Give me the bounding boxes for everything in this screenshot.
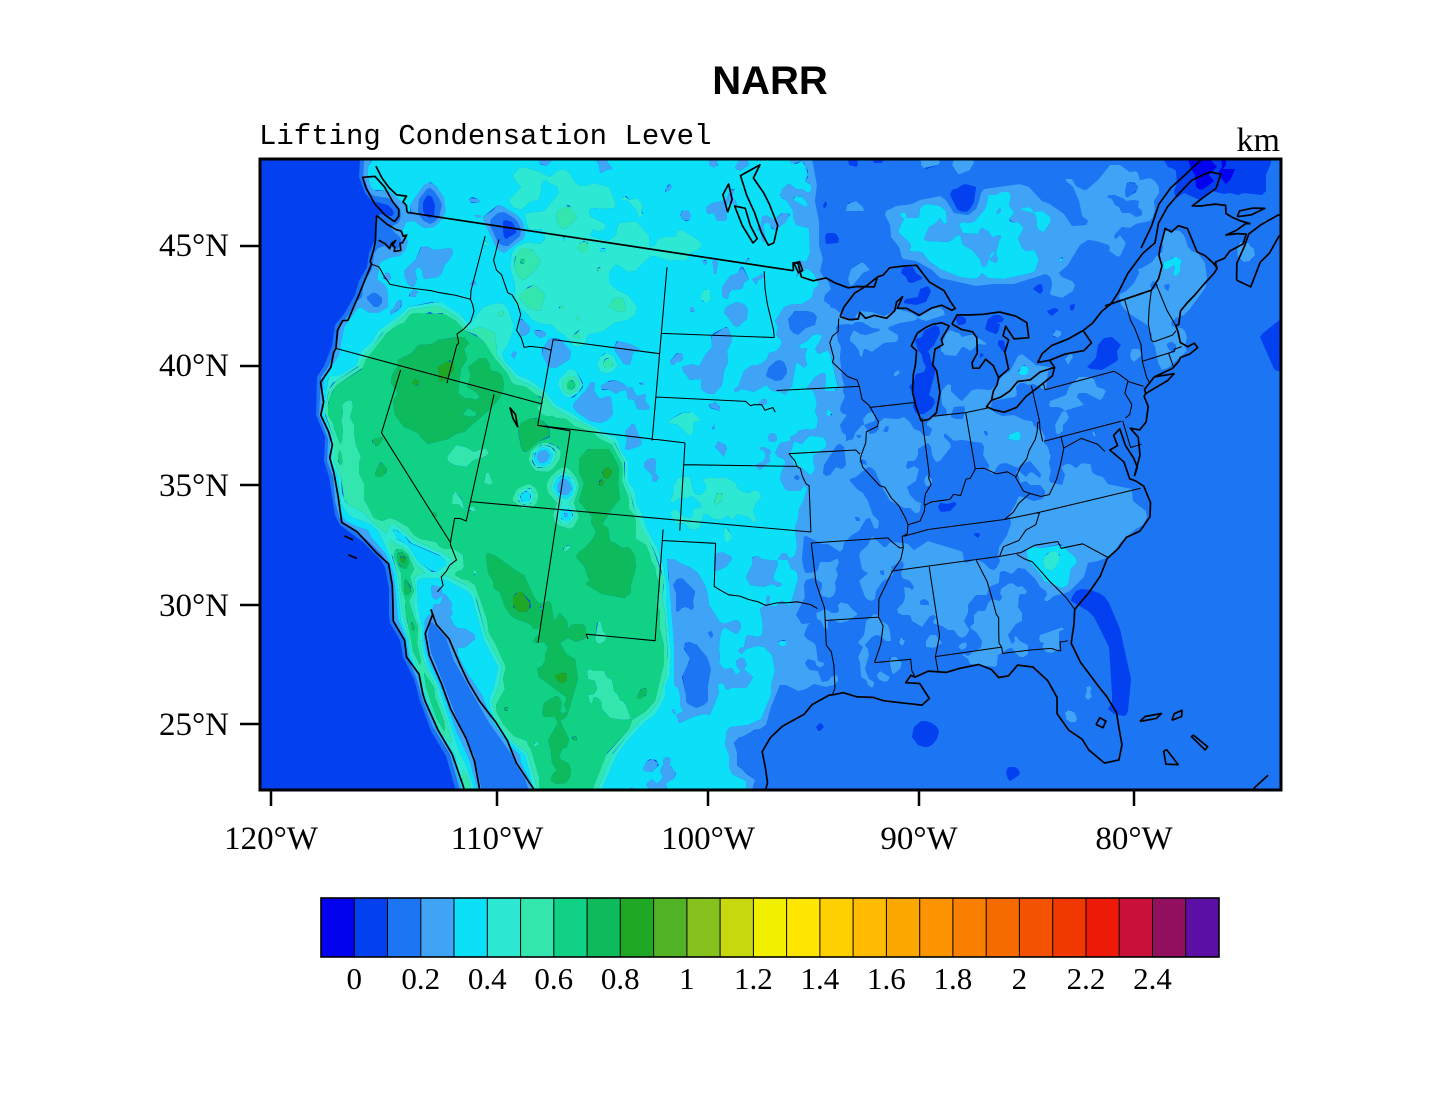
svg-text:2: 2: [1012, 961, 1028, 996]
svg-text:Lifting Condensation Level: Lifting Condensation Level: [259, 120, 711, 153]
svg-text:0.6: 0.6: [534, 961, 573, 996]
svg-text:1: 1: [679, 961, 695, 996]
svg-text:80°W: 80°W: [1095, 821, 1173, 857]
svg-text:110°W: 110°W: [451, 821, 544, 857]
svg-text:2.4: 2.4: [1133, 961, 1172, 996]
svg-text:40°N: 40°N: [159, 348, 229, 384]
svg-text:1.2: 1.2: [734, 961, 773, 996]
svg-text:45°N: 45°N: [159, 228, 229, 264]
svg-text:0.2: 0.2: [401, 961, 440, 996]
svg-text:100°W: 100°W: [661, 821, 756, 857]
svg-text:1.6: 1.6: [867, 961, 906, 996]
svg-text:0: 0: [347, 961, 363, 996]
svg-text:1.8: 1.8: [934, 961, 973, 996]
svg-text:25°N: 25°N: [159, 707, 229, 743]
svg-text:km: km: [1237, 122, 1280, 159]
svg-text:0.8: 0.8: [601, 961, 640, 996]
svg-text:90°W: 90°W: [880, 821, 958, 857]
svg-text:120°W: 120°W: [224, 821, 319, 857]
svg-text:1.4: 1.4: [801, 961, 840, 996]
svg-text:35°N: 35°N: [159, 468, 229, 504]
svg-text:0.4: 0.4: [468, 961, 507, 996]
svg-text:2.2: 2.2: [1067, 961, 1106, 996]
svg-text:30°N: 30°N: [159, 588, 229, 624]
svg-text:NARR: NARR: [712, 59, 828, 103]
